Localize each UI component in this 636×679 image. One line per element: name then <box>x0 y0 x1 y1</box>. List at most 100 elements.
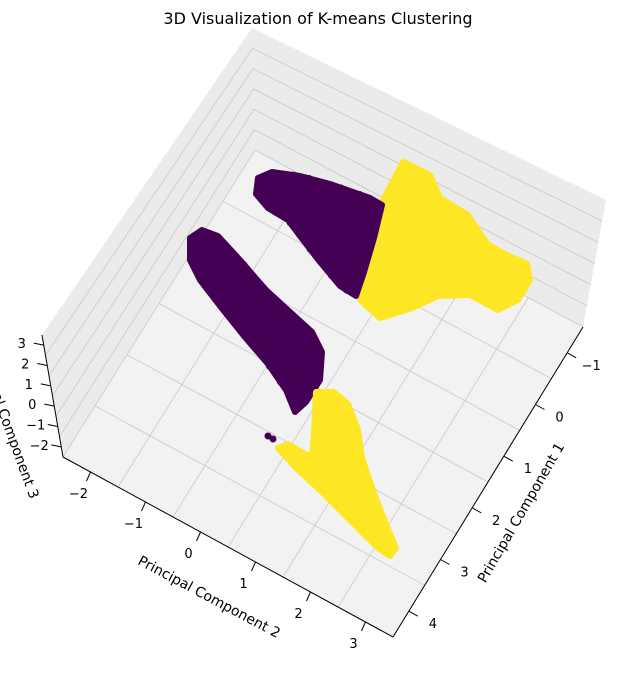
z-axis-tick <box>47 424 58 427</box>
cluster-1-fan-point <box>460 251 468 259</box>
cluster-0-band-point <box>221 268 229 276</box>
cluster-0-band-point <box>305 383 313 391</box>
cluster-1-fan-point <box>415 272 423 280</box>
cluster-0-wedge-point <box>318 257 326 266</box>
cluster-0-band-point <box>290 378 299 386</box>
cluster-0-band-point <box>260 311 268 319</box>
cluster-0-wedge-point <box>263 190 271 198</box>
cluster-0-wedge-point <box>310 205 318 213</box>
cluster-0-band-point <box>302 354 310 362</box>
cluster-1-strip-point <box>341 458 349 467</box>
cluster-1-fan-point <box>440 235 449 243</box>
cluster-1-strip-point <box>319 455 327 464</box>
cluster-1-fan-point <box>413 188 421 196</box>
cluster-1-fan-point <box>394 220 402 229</box>
cluster-1-strip-point <box>384 529 392 537</box>
cluster-1-fan-point <box>395 181 404 189</box>
cluster-0-wedge-point <box>319 243 327 252</box>
cluster-0-band-point <box>283 370 291 378</box>
cluster-0-wedge-point <box>271 207 280 216</box>
cluster-1-fan-point <box>377 294 385 302</box>
cluster-1-fan-point <box>384 199 392 208</box>
cluster-1-strip-point <box>335 426 343 434</box>
cluster-0-band-point <box>204 232 213 240</box>
cluster-1-fan-point <box>514 294 522 302</box>
x-axis-tick <box>503 455 514 462</box>
cluster-1-strip-point <box>331 492 339 500</box>
cluster-1-fan-point <box>363 301 371 309</box>
cluster-1-fan-point <box>487 252 496 261</box>
cluster-0-wedge-point <box>298 193 307 201</box>
cluster-0-band-point <box>261 339 269 347</box>
cluster-1-strip-point <box>387 538 396 546</box>
x-axis-tick <box>471 507 482 514</box>
cluster-0-band-point <box>246 299 255 307</box>
cluster-1-fan-point <box>387 259 396 267</box>
cluster-0-wedge-point <box>255 183 263 191</box>
cluster-1-strip-point <box>320 396 329 404</box>
cluster-0-band-point <box>312 349 321 358</box>
cluster-1-strip-point <box>342 488 350 496</box>
cluster-0-band-point <box>278 338 286 346</box>
cluster-1-fan-point <box>395 229 403 237</box>
cluster-0-wedge-point <box>356 271 364 280</box>
cluster-1-strip-point <box>348 466 356 475</box>
cluster-0-band-point <box>298 341 307 349</box>
cluster-0-wedge-point <box>317 197 326 206</box>
cluster-1-fan-point <box>396 273 404 281</box>
cluster-0-band-point <box>268 345 276 353</box>
cluster-1-fan-point <box>385 241 393 249</box>
cluster-1-fan-point <box>388 272 396 281</box>
cluster-0-wedge-point <box>345 234 354 243</box>
x-axis-tick-label: 1 <box>524 462 532 477</box>
cluster-0-wedge-point <box>297 231 305 239</box>
cluster-0-band-point <box>191 256 199 265</box>
cluster-1-fan-point <box>448 277 456 285</box>
cluster-0-wedge-point <box>319 190 328 198</box>
grid-line <box>52 88 595 397</box>
cluster-1-strip-point <box>355 524 363 532</box>
cluster-1-fan-point <box>404 262 412 271</box>
cluster-1-strip-point <box>362 486 371 494</box>
cluster-1-strip-point <box>354 492 363 500</box>
scatter-points <box>187 159 533 559</box>
cluster-1-fan-point <box>395 194 404 202</box>
cluster-0-wedge-point <box>307 245 316 253</box>
cluster-0-band-point <box>199 228 208 236</box>
cluster-0-wedge-point <box>317 179 325 187</box>
cluster-1-fan-point <box>510 288 518 296</box>
cluster-1-fan-point <box>408 240 416 249</box>
y-axis-tick <box>306 591 311 602</box>
cluster-0-wedge-point <box>287 202 295 211</box>
cluster-1-fan-point <box>455 287 463 295</box>
cluster-1-fan-point <box>420 283 428 291</box>
cluster-1-fan-point <box>423 174 431 183</box>
z-axis-tick-label: 2 <box>21 358 29 373</box>
cluster-1-strip-point <box>333 402 341 410</box>
cluster-1-fan-point <box>442 243 450 251</box>
cluster-0-band-point <box>263 301 271 309</box>
cluster-1-strip-point <box>301 459 310 467</box>
cluster-0-wedge-point <box>341 246 349 254</box>
cluster-1-fan-point <box>484 259 492 268</box>
cluster-1-fan-point <box>401 204 409 212</box>
cluster-0-wedge-point <box>352 288 360 296</box>
cluster-0-wedge-point <box>332 239 340 247</box>
cluster-1-fan-point <box>432 244 440 253</box>
cluster-1-fan-point <box>380 275 388 283</box>
z-axis-tick-label: −1 <box>26 419 45 434</box>
cluster-1-strip-point <box>297 448 305 457</box>
cluster-1-strip-point <box>313 473 321 482</box>
cluster-1-fan-point <box>425 293 433 301</box>
cluster-1-fan-point <box>380 251 388 260</box>
cluster-0-wedge-point <box>362 196 370 204</box>
cluster-1-fan-point <box>364 292 372 300</box>
z-axis-tick-label: 1 <box>25 378 33 393</box>
cluster-0-band-point <box>260 346 268 354</box>
cluster-0-wedge-point <box>319 204 327 212</box>
cluster-0-wedge-point <box>346 283 354 291</box>
cluster-0-band-point <box>234 258 243 267</box>
cluster-0-wedge-point <box>337 205 345 213</box>
cluster-1-strip-point <box>326 426 334 434</box>
cluster-1-strip-point <box>368 524 376 532</box>
